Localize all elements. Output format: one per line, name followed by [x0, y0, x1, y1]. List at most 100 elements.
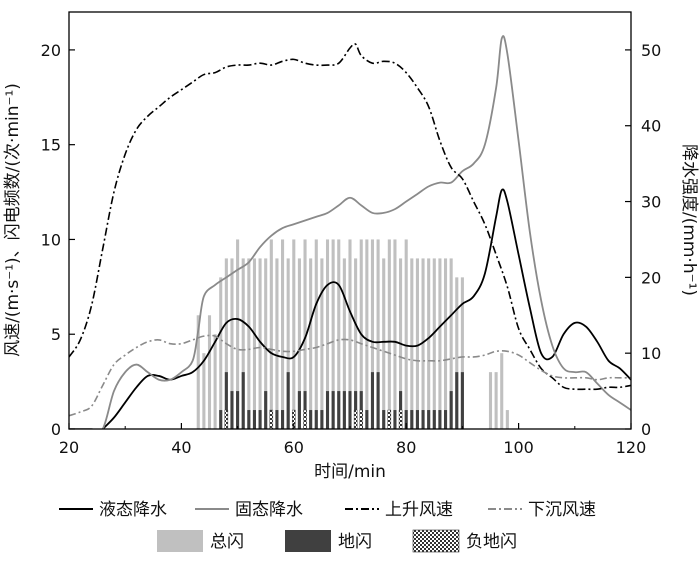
ground-flash-bar [370, 372, 375, 429]
left-y-tick-label: 20 [41, 41, 61, 60]
total-flash-bar [410, 258, 414, 429]
left-y-tick-label: 10 [41, 230, 61, 249]
negative-ground-flash-bar [269, 409, 274, 430]
total-flash-bar [202, 353, 206, 429]
ground-flash-bar [382, 410, 386, 429]
left-y-tick-label: 15 [41, 136, 61, 155]
total-flash-bar [303, 239, 307, 429]
ground-flash-bar [455, 372, 459, 429]
total-flash-bar [219, 277, 223, 429]
total-flash-bar [292, 239, 296, 429]
total-flash-bar [382, 258, 386, 429]
x-tick-label: 100 [503, 438, 534, 457]
ground-flash-bar [443, 410, 448, 429]
liquid-precip-legend-label: 液态降水 [99, 500, 167, 520]
total-flash-bar [275, 258, 279, 429]
left-y-tick-label: 5 [51, 325, 61, 344]
x-tick-label: 120 [616, 438, 647, 457]
total-flash-bar [365, 239, 369, 429]
x-tick-label: 60 [284, 438, 304, 457]
updraft-speed-legend-label: 上升风速 [385, 500, 453, 520]
ground-flash-legend-swatch [285, 530, 331, 552]
total-flash-bar [438, 258, 442, 429]
total-flash-bar [354, 258, 358, 429]
x-tick-label: 80 [396, 438, 416, 457]
negative-ground-flash-bar [387, 409, 392, 430]
ground-flash-bar [275, 410, 279, 429]
downdraft-speed-line [69, 334, 631, 417]
left-y-axis: 0 5 10 15 20 [41, 41, 75, 439]
total-flash-bar [196, 315, 200, 429]
ground-flash-bar [365, 410, 369, 429]
ground-flash-bar [342, 391, 346, 429]
total-flash-bar [325, 239, 330, 429]
ground-flash-bar [337, 391, 341, 429]
ground-flash-legend-label: 地闪 [338, 532, 372, 552]
total-flash-bar [376, 239, 380, 429]
ground-flash-bar [421, 410, 425, 429]
ground-flash-bar [258, 410, 262, 429]
ground-flash-bar [376, 372, 380, 429]
right-y-axis: 0 10 20 30 40 50 [625, 41, 661, 439]
ground-flash-bar [404, 410, 408, 429]
solid-precip-line [69, 35, 631, 429]
left-y-axis-label: 风速/(m·s⁻¹)、闪电频数/(次·min⁻¹) [3, 83, 23, 357]
ground-flash-bar [348, 391, 352, 429]
total-flash-bar [286, 258, 290, 429]
total-flash-bar [404, 239, 408, 429]
ground-flash-bar [325, 391, 330, 429]
series-lines [69, 35, 631, 429]
total-flash-bar [247, 258, 251, 429]
right-y-tick-label: 20 [641, 268, 661, 287]
negative-ground-flash-bar [353, 409, 358, 430]
negative-ground-flash-bar [224, 409, 229, 430]
ground-flash-bar [432, 410, 436, 429]
ground-flash-bar [241, 372, 245, 429]
total-flash-bar [421, 258, 425, 429]
ground-flash-bar [438, 410, 442, 429]
total-flash-bar [449, 258, 453, 429]
total-flash-bar [337, 239, 341, 429]
left-y-tick-label: 0 [51, 420, 61, 439]
ground-flash-bar [320, 410, 324, 429]
total-flash-bar [252, 258, 256, 429]
lightning-bars [196, 239, 509, 430]
negative-ground-flash-bar [398, 409, 403, 430]
right-y-tick-label: 30 [641, 193, 661, 212]
total-flash-bar [488, 372, 493, 429]
total-flash-bar [258, 258, 262, 429]
downdraft-speed-legend-label: 下沉风速 [528, 500, 596, 520]
ground-flash-bar [224, 372, 228, 429]
total-flash-bar [455, 277, 459, 429]
x-tick-label: 40 [171, 438, 191, 457]
ground-flash-bar [281, 410, 285, 429]
ground-flash-bar [286, 372, 290, 429]
ground-flash-bar [410, 410, 414, 429]
total-flash-bar [370, 239, 375, 429]
total-flash-bar [309, 258, 313, 429]
total-flash-bar [207, 315, 212, 429]
total-flash-bar [432, 258, 436, 429]
x-axis: 20 40 60 80 100 120 [59, 423, 646, 457]
total-flash-bar [314, 239, 318, 429]
ground-flash-bar [230, 391, 234, 429]
solid-precip-legend-label: 固态降水 [235, 500, 303, 520]
negative-ground-flash-bar [359, 409, 363, 430]
total-flash-bar [269, 239, 273, 429]
right-y-tick-label: 50 [641, 41, 661, 60]
total-flash-bar [427, 258, 431, 429]
negative-ground-flash-legend-swatch [412, 529, 460, 553]
total-flash-bar [393, 239, 397, 429]
ground-flash-bar [393, 410, 397, 429]
total-flash-bar [348, 239, 352, 429]
ground-flash-bar [264, 391, 268, 429]
updraft-speed-line [69, 43, 631, 391]
ground-flash-bar [427, 410, 431, 429]
total-flash-bar [387, 239, 391, 429]
total-flash-bar [281, 239, 285, 429]
ground-flash-bar [331, 391, 335, 429]
total-flash-bar [331, 239, 335, 429]
right-y-tick-label: 40 [641, 117, 661, 136]
